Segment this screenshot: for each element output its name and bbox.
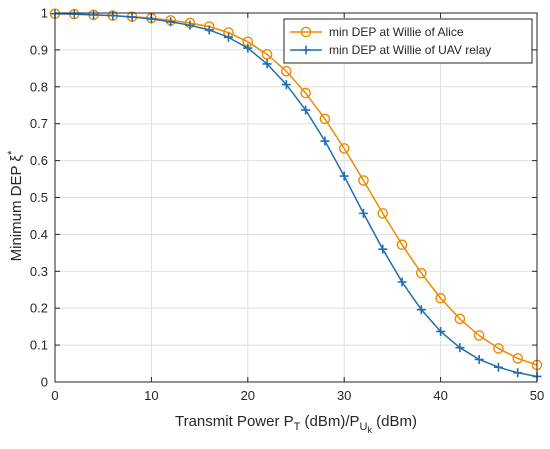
- data-point: [281, 66, 292, 77]
- data-point: [377, 208, 389, 219]
- data-point: [396, 239, 408, 251]
- data-point: [300, 87, 311, 99]
- y-tick-label: 0.6: [30, 153, 48, 168]
- data-point: [416, 267, 427, 279]
- y-tick-label: 0.2: [30, 301, 48, 316]
- data-point: [301, 105, 311, 115]
- data-point: [358, 208, 368, 218]
- data-point: [512, 353, 524, 364]
- data-point: [69, 9, 79, 19]
- legend-box: [283, 18, 533, 64]
- data-point: [224, 32, 234, 42]
- x-tick-label: 20: [241, 388, 255, 403]
- y-tick-label: 0.1: [30, 338, 48, 353]
- data-point: [454, 313, 466, 325]
- legend-entry-2: min DEP at Willie of UAV relay: [290, 43, 491, 57]
- legend-marker: [300, 26, 312, 38]
- x-axis-title-tail: (dBm): [372, 413, 417, 430]
- data-point: [339, 171, 349, 181]
- x-tick-label: 30: [337, 388, 351, 403]
- x-axis-title-sub1: T: [294, 421, 301, 433]
- data-point: [513, 368, 523, 378]
- data-point: [261, 49, 273, 60]
- data-point: [281, 80, 291, 90]
- data-point: [185, 20, 195, 30]
- data-point: [474, 354, 484, 364]
- y-axis-title-sup: *: [6, 150, 18, 155]
- x-axis-title-subsub: k: [368, 425, 373, 435]
- data-point: [166, 17, 176, 27]
- x-tick-label: 40: [433, 388, 447, 403]
- y-tick-label: 0: [41, 375, 48, 390]
- data-point: [473, 330, 485, 341]
- x-tick-label: 50: [530, 388, 544, 403]
- legend-entry-1: min DEP at Willie of Alice: [290, 25, 464, 39]
- data-point: [435, 292, 446, 304]
- data-point: [436, 326, 446, 336]
- y-tick-label: 0.8: [30, 79, 48, 94]
- y-tick-label: 0.5: [30, 190, 48, 205]
- x-axis-title-main: Transmit Power P: [175, 413, 294, 430]
- x-tick-label: 10: [144, 388, 158, 403]
- data-point: [455, 343, 465, 353]
- y-tick-label: 0.7: [30, 116, 48, 131]
- legend-label: min DEP at Willie of UAV relay: [329, 43, 491, 57]
- legend-entries: min DEP at Willie of Alice min DEP at Wil…: [290, 25, 491, 57]
- data-point: [493, 362, 503, 372]
- data-point: [89, 10, 99, 20]
- data-point: [320, 136, 330, 146]
- x-tick-label: 0: [51, 388, 58, 403]
- y-tick-label: 1: [41, 6, 48, 21]
- x-axis-title-mid: (dBm)/P: [300, 413, 359, 430]
- data-point: [262, 59, 272, 69]
- data-point: [416, 305, 426, 315]
- legend: min DEP at Willie of Alice min DEP at Wil…: [283, 18, 533, 64]
- data-point: [127, 12, 137, 22]
- x-axis-title: Transmit Power PT (dBm)/PUk (dBm): [175, 413, 417, 435]
- data-point: [358, 175, 369, 186]
- data-point: [319, 113, 331, 125]
- data-point: [397, 277, 407, 287]
- data-point: [338, 143, 350, 154]
- legend-label: min DEP at Willie of Alice: [329, 25, 464, 39]
- y-tick-label: 0.4: [30, 227, 48, 242]
- axis-ticks: 0 10 20 30 40 50 0 0.1 0.2 0.3 0.4 0.5 0.6 0.7 0.8 0.9 1: [30, 6, 544, 404]
- series-layer: [49, 8, 543, 381]
- y-axis-title-main: Minimum DEP ξ: [8, 155, 25, 262]
- data-point: [204, 25, 214, 35]
- legend-marker: [301, 45, 311, 55]
- data-point: [493, 343, 504, 354]
- y-tick-label: 0.9: [30, 42, 48, 57]
- y-axis-title: Minimum DEP ξ*: [6, 150, 25, 261]
- data-point: [243, 43, 253, 53]
- y-tick-label: 0.3: [30, 264, 48, 279]
- x-axis-title-sub2: U: [360, 421, 368, 433]
- data-point: [378, 244, 388, 254]
